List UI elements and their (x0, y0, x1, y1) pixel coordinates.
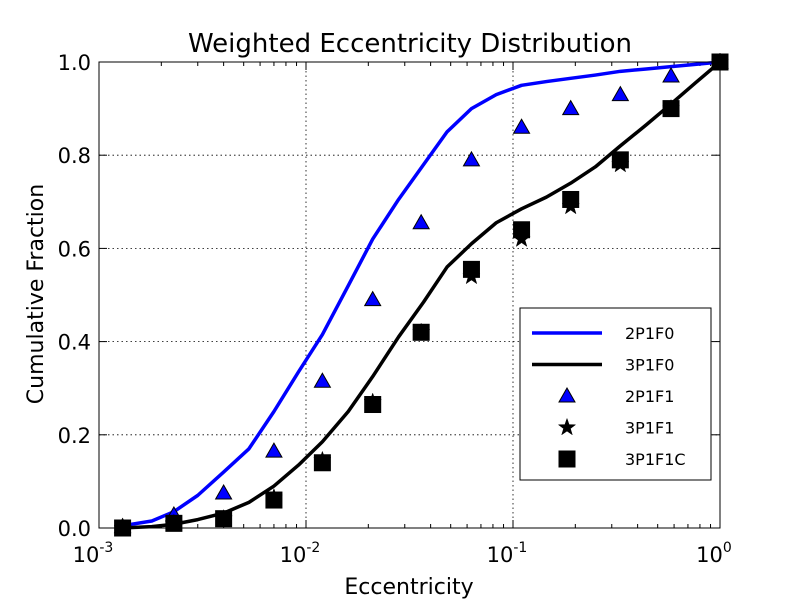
x-tick-label: 10-2 (280, 540, 321, 567)
x-tick-label: 100 (696, 540, 732, 567)
data-point-2p1f1 (462, 150, 481, 167)
data-point-2p1f1 (214, 484, 233, 500)
data-point-3p1f1c (165, 514, 183, 532)
data-point-2p1f1 (363, 290, 382, 307)
legend-swatch-3p1f1c (558, 450, 576, 468)
y-tick-label: 0.8 (58, 144, 91, 168)
legend-swatch-2p1f1 (558, 386, 576, 403)
x-tick-label: 10-1 (487, 540, 528, 567)
legend-box (519, 307, 712, 481)
x-tick-label: 10-3 (73, 540, 114, 567)
data-point-2p1f1 (611, 85, 630, 102)
data-point-3p1f1c (562, 190, 580, 208)
data-point-3p1f1c (215, 510, 233, 528)
legend-label-2p1f1: 2P1F1 (625, 387, 674, 406)
data-point-2p1f1 (512, 118, 531, 134)
legend-label-3p1f1: 3P1F1 (625, 419, 674, 438)
data-point-2p1f1 (313, 372, 332, 388)
data-point-2p1f1 (662, 66, 680, 83)
chart-title: Weighted Eccentricity Distribution (188, 29, 632, 59)
y-tick-label: 0.2 (58, 424, 91, 448)
data-point-3p1f1c (611, 151, 629, 169)
data-point-3p1f1c (412, 323, 430, 341)
legend-swatch-3p1f1 (557, 417, 577, 436)
y-tick-label: 1.0 (58, 51, 91, 75)
y-tick-label: 0.0 (58, 517, 91, 541)
plot-frame (98, 61, 721, 529)
data-point-2p1f1 (412, 213, 431, 230)
data-point-3p1f1c (265, 491, 283, 509)
plot-area (113, 52, 730, 537)
legend-label-2p1f0: 2P1F0 (625, 324, 674, 343)
data-point-3p1f1c (662, 100, 680, 118)
x-axis-label: Eccentricity (344, 575, 473, 600)
legend-label-3p1f1c: 3P1F1C (625, 450, 686, 469)
data-point-3p1f1c (364, 396, 382, 414)
data-point-2p1f1 (561, 99, 580, 116)
series-line-2p1f0 (122, 60, 721, 528)
y-axis-label: Cumulative Fraction (24, 184, 49, 404)
data-point-2p1f1 (265, 442, 283, 458)
data-point-3p1f1c (513, 221, 531, 239)
legend-label-3p1f0: 3P1F0 (625, 356, 674, 375)
data-point-3p1f1c (462, 260, 480, 278)
axis-ticks: 10-3 10-2 10-1 100 0.0 0.2 0.4 0.6 0.8 1.0 (58, 51, 732, 567)
legend: 2P1F0 3P1F0 2P1F1 3P1F1 3P1F1C (519, 307, 712, 481)
data-point-3p1f1c (313, 454, 331, 472)
y-tick-label: 0.6 (58, 237, 91, 261)
y-tick-label: 0.4 (58, 331, 91, 355)
